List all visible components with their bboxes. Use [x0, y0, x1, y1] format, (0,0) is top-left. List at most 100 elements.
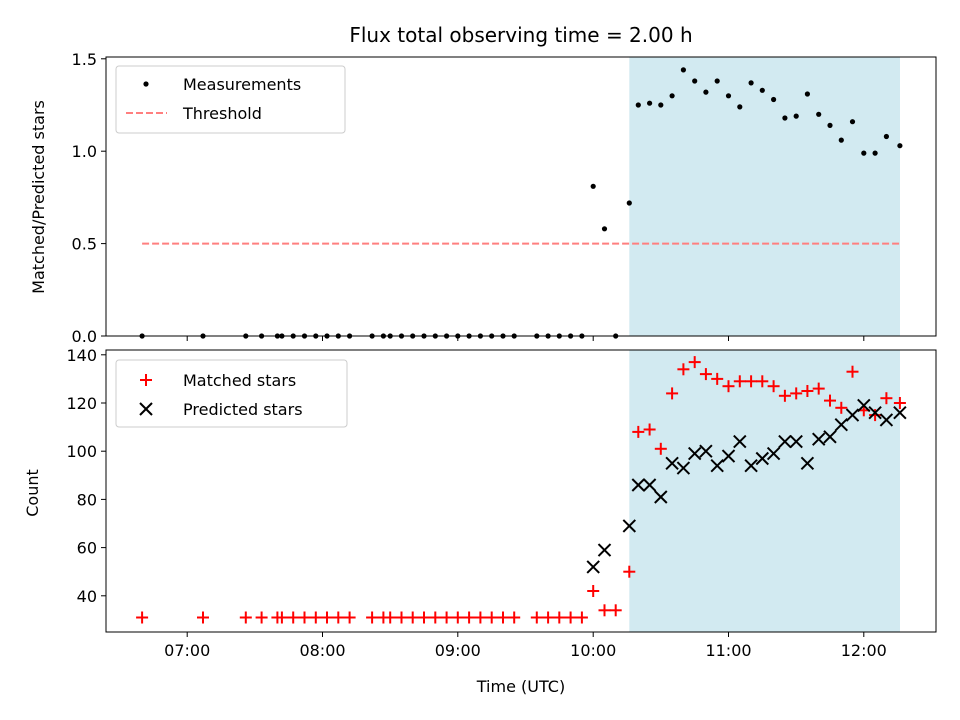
top-axes-frame — [105, 56, 937, 337]
top-legend: Measurements Threshold — [115, 65, 346, 134]
matched-star-point — [287, 611, 300, 624]
matched-star-point — [733, 375, 746, 388]
matched-star-point — [609, 604, 622, 617]
legend-matched-label: Matched stars — [183, 371, 296, 390]
matched-star-point — [745, 375, 758, 388]
matched-star-point — [275, 611, 288, 624]
matched-star-point — [530, 611, 543, 624]
top-y-tick-label: 0.0 — [72, 327, 97, 346]
bottom-y-tick-label: 80 — [77, 490, 97, 509]
predicted-star-point — [755, 451, 770, 466]
predicted-star-point — [631, 478, 646, 492]
matched-star-point — [835, 401, 848, 414]
bottom-x-tick-label: 08:00 — [299, 641, 345, 660]
predicted-star-point — [789, 434, 803, 449]
bottom-x-tick-label: 12:00 — [841, 641, 887, 660]
predicted-star-point — [800, 456, 815, 471]
measurement-point — [680, 67, 687, 73]
bottom-panel: 40 60 80 100 120 140 07:00 08:00 09:00 10:00 11:0… — [23, 346, 937, 696]
predicted-star-point — [733, 434, 747, 449]
measurement-point — [647, 100, 653, 106]
measurement-point — [883, 133, 890, 140]
matched-star-point — [632, 425, 645, 438]
bottom-axes-frame — [105, 349, 937, 633]
measurement-point — [816, 111, 822, 117]
measurement-point — [771, 96, 777, 103]
legend-predicted-label: Predicted stars — [183, 400, 303, 419]
predicted-star-point — [665, 456, 679, 471]
matched-star-point — [812, 382, 825, 395]
measurement-point — [737, 104, 743, 110]
matched-star-point — [587, 585, 600, 597]
measurement-point — [782, 115, 788, 121]
matched-star-point — [880, 392, 893, 405]
matched-star-point — [395, 611, 408, 624]
matched-star-point — [722, 380, 735, 393]
predicted-stars-points — [586, 398, 907, 574]
measurement-point — [804, 91, 811, 97]
matched-star-point — [643, 423, 656, 436]
predicted-star-point — [845, 408, 860, 422]
matched-star-point — [298, 611, 311, 624]
matched-star-point — [418, 611, 430, 624]
predicted-star-point — [744, 458, 758, 473]
measurement-point — [849, 119, 856, 125]
measurement-point — [626, 200, 632, 206]
matched-star-point — [623, 565, 636, 578]
legend-matched-marker — [140, 374, 152, 386]
top-y-ticks: 0.0 0.5 1.0 1.5 — [72, 50, 106, 346]
matched-star-point — [384, 611, 397, 624]
measurement-point — [861, 150, 867, 156]
top-x-ticks — [186, 336, 865, 341]
matched-star-point — [575, 611, 588, 624]
measurement-point — [635, 102, 641, 108]
matched-star-point — [440, 611, 453, 624]
matched-star-point — [255, 611, 268, 624]
matched-star-point — [463, 611, 476, 624]
measurement-point — [692, 78, 698, 84]
measurement-point — [725, 93, 732, 99]
matched-star-point — [688, 356, 701, 369]
predicted-star-point — [721, 449, 736, 463]
matched-star-point — [598, 604, 611, 617]
matched-star-point — [239, 611, 252, 624]
top-shaded-interval — [629, 57, 900, 336]
predicted-star-point — [766, 446, 781, 461]
bottom-legend-frame — [115, 359, 348, 428]
bottom-x-tick-label: 11:00 — [705, 641, 751, 660]
matched-star-point — [197, 611, 209, 624]
bottom-legend: Matched stars Predicted stars — [115, 359, 348, 428]
measurement-point — [658, 102, 664, 108]
matched-star-point — [846, 365, 859, 378]
bottom-shaded-interval — [629, 350, 900, 632]
bottom-x-tick-label: 07:00 — [164, 641, 210, 660]
matched-star-point — [485, 611, 498, 624]
predicted-star-point — [811, 432, 826, 446]
bottom-x-ticks: 07:00 08:00 09:00 10:00 11:00 12:00 — [164, 632, 887, 660]
measurement-point — [703, 89, 709, 95]
bottom-y-tick-label: 140 — [66, 346, 97, 365]
measurement-point — [590, 183, 596, 189]
top-panel: Flux total observing time = 2.00 h 0.00.… — [29, 23, 937, 346]
bottom-x-tick-label: 10:00 — [570, 641, 616, 660]
matched-star-point — [666, 387, 679, 400]
predicted-star-point — [699, 444, 713, 458]
predicted-star-point — [622, 519, 637, 533]
predicted-star-point — [642, 478, 657, 492]
bottom-y-tick-label: 40 — [77, 587, 97, 606]
matched-star-point — [451, 611, 464, 624]
matched-star-point — [778, 389, 791, 402]
predicted-star-point — [778, 434, 792, 449]
top-y-axis-label: Matched/Predicted stars — [29, 100, 48, 294]
bottom-y-tick-label: 100 — [66, 442, 97, 461]
measurement-point — [872, 150, 878, 156]
predicted-star-point — [676, 461, 691, 475]
legend-measurements-label: Measurements — [183, 75, 301, 94]
predicted-star-point — [597, 543, 612, 557]
predicted-star-point — [710, 458, 724, 473]
top-y-tick-label: 1.5 — [72, 50, 97, 69]
measurement-point — [714, 78, 720, 84]
chart-title: Flux total observing time = 2.00 h — [349, 23, 692, 47]
bottom-y-tick-label: 60 — [77, 539, 97, 558]
